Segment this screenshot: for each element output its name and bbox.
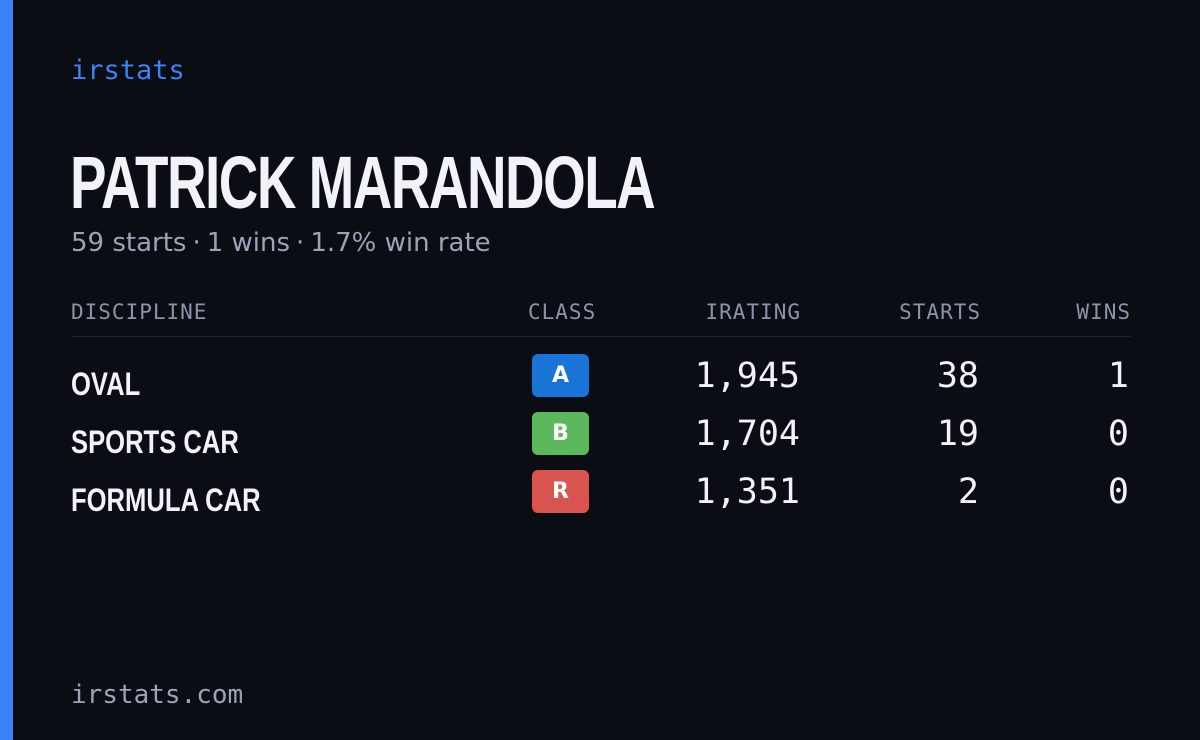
starts-summary: 59 starts — [71, 228, 187, 258]
summary-separator: · — [192, 228, 201, 258]
row-discipline: FORMULA CAR — [71, 482, 261, 518]
win-rate-summary: 1.7% win rate — [310, 228, 491, 258]
summary-separator: · — [296, 228, 305, 258]
wins-summary: 1 wins — [206, 228, 291, 258]
table-row: FORMULA CAR R 1,351 2 0 — [71, 470, 1131, 540]
footer-url: irstats.com — [71, 680, 244, 710]
table-row: OVAL A 1,945 38 1 — [71, 354, 1131, 424]
header-wins: WINS — [1076, 300, 1131, 324]
brand-logo: irstats — [71, 55, 185, 86]
row-wins: 0 — [1107, 414, 1129, 454]
header-starts: STARTS — [899, 300, 981, 324]
row-starts: 19 — [936, 414, 979, 454]
class-badge: A — [532, 354, 589, 397]
row-irating: 1,704 — [694, 414, 800, 454]
table-row: SPORTS CAR B 1,704 19 0 — [71, 412, 1131, 482]
row-irating: 1,945 — [694, 356, 800, 396]
class-badge: B — [532, 412, 589, 455]
class-badge: R — [532, 470, 589, 513]
header-class: CLASS — [528, 300, 597, 324]
row-irating: 1,351 — [694, 472, 800, 512]
accent-bar — [0, 0, 13, 740]
header-irating: IRATING — [705, 300, 801, 324]
player-name: PATRICK MARANDOLA — [70, 141, 656, 224]
table-header: DISCIPLINE CLASS IRATING STARTS WINS — [71, 300, 1131, 337]
header-discipline: DISCIPLINE — [71, 300, 208, 324]
row-wins: 1 — [1107, 356, 1129, 396]
row-wins: 0 — [1107, 472, 1129, 512]
row-discipline: OVAL — [71, 366, 141, 402]
row-starts: 2 — [957, 472, 979, 512]
row-discipline: SPORTS CAR — [71, 424, 239, 460]
row-starts: 38 — [936, 356, 979, 396]
player-summary: 59 starts · 1 wins · 1.7% win rate — [71, 228, 491, 258]
